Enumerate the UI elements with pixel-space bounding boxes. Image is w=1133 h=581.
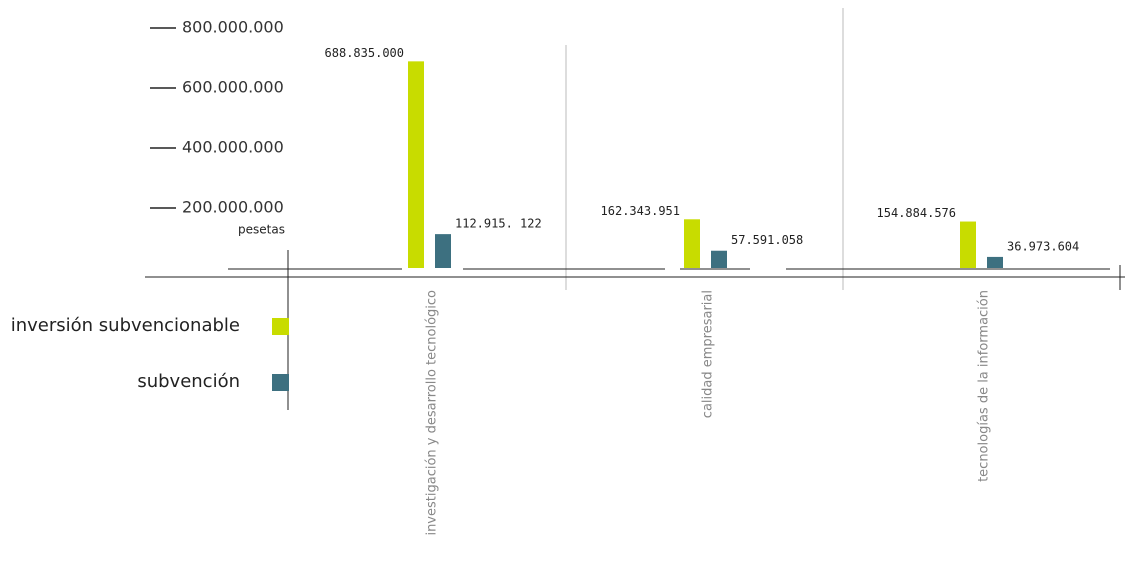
bar <box>408 61 424 268</box>
y-tick-label: 600.000.000 <box>182 78 284 97</box>
bar <box>435 234 451 268</box>
value-label: 162.343.951 <box>601 204 680 218</box>
category-label: calidad empresarial <box>701 290 716 418</box>
legend-swatch <box>272 374 289 391</box>
bar <box>987 256 1003 268</box>
decoration <box>565 8 844 290</box>
legend-label: inversión subvencionable <box>11 315 240 336</box>
legend-label: subvención <box>137 371 240 392</box>
bar <box>711 250 727 268</box>
bar <box>960 221 976 268</box>
value-label: 154.884.576 <box>877 206 956 220</box>
y-tick-label: 400.000.000 <box>182 138 284 157</box>
y-tick-label: 800.000.000 <box>182 18 284 37</box>
value-label: 688.835.000 <box>325 46 404 60</box>
value-label: 57.591.058 <box>731 233 803 247</box>
axes <box>145 250 1125 410</box>
unit-label: pesetas <box>238 223 285 237</box>
value-label: 36.973.604 <box>1007 239 1079 253</box>
y-tick-label: 200.000.000 <box>182 198 284 217</box>
legend-swatch <box>272 318 289 335</box>
category-label: investigación y desarrollo tecnológico <box>425 290 440 536</box>
bar <box>684 219 700 268</box>
value-label: 112.915. 122 <box>455 217 542 231</box>
category-label: tecnologías de la información <box>977 290 992 482</box>
